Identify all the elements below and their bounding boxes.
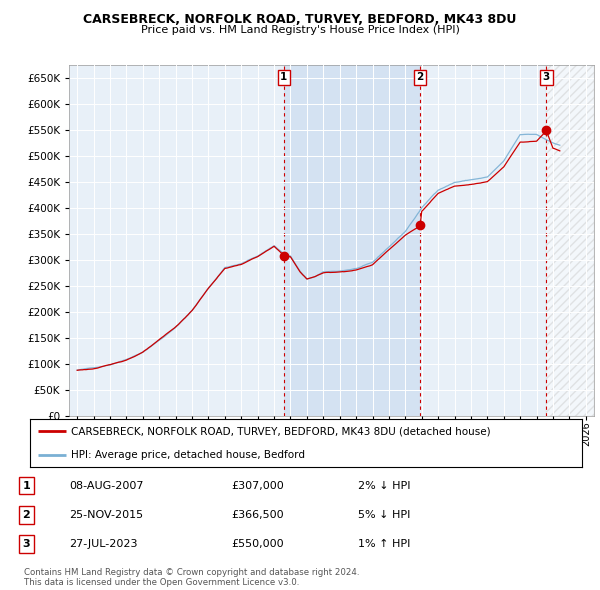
Text: £366,500: £366,500 bbox=[231, 510, 284, 520]
Text: 27-JUL-2023: 27-JUL-2023 bbox=[70, 539, 138, 549]
Text: 08-AUG-2007: 08-AUG-2007 bbox=[70, 480, 144, 490]
Text: 1: 1 bbox=[23, 480, 30, 490]
Text: £307,000: £307,000 bbox=[231, 480, 284, 490]
Text: 3: 3 bbox=[543, 72, 550, 82]
Text: 2: 2 bbox=[23, 510, 30, 520]
Text: CARSEBRECK, NORFOLK ROAD, TURVEY, BEDFORD, MK43 8DU: CARSEBRECK, NORFOLK ROAD, TURVEY, BEDFOR… bbox=[83, 13, 517, 26]
Text: HPI: Average price, detached house, Bedford: HPI: Average price, detached house, Bedf… bbox=[71, 450, 305, 460]
Text: Contains HM Land Registry data © Crown copyright and database right 2024.
This d: Contains HM Land Registry data © Crown c… bbox=[24, 568, 359, 587]
Text: Price paid vs. HM Land Registry's House Price Index (HPI): Price paid vs. HM Land Registry's House … bbox=[140, 25, 460, 35]
Text: 2: 2 bbox=[416, 72, 424, 82]
Bar bbox=[284, 65, 420, 416]
Bar bbox=[547, 65, 594, 416]
Text: 1: 1 bbox=[280, 72, 287, 82]
Text: CARSEBRECK, NORFOLK ROAD, TURVEY, BEDFORD, MK43 8DU (detached house): CARSEBRECK, NORFOLK ROAD, TURVEY, BEDFOR… bbox=[71, 427, 491, 437]
Text: 1% ↑ HPI: 1% ↑ HPI bbox=[358, 539, 410, 549]
Text: 5% ↓ HPI: 5% ↓ HPI bbox=[358, 510, 410, 520]
Text: 25-NOV-2015: 25-NOV-2015 bbox=[70, 510, 144, 520]
Text: £550,000: £550,000 bbox=[231, 539, 284, 549]
Text: 3: 3 bbox=[23, 539, 30, 549]
Text: 2% ↓ HPI: 2% ↓ HPI bbox=[358, 480, 410, 490]
